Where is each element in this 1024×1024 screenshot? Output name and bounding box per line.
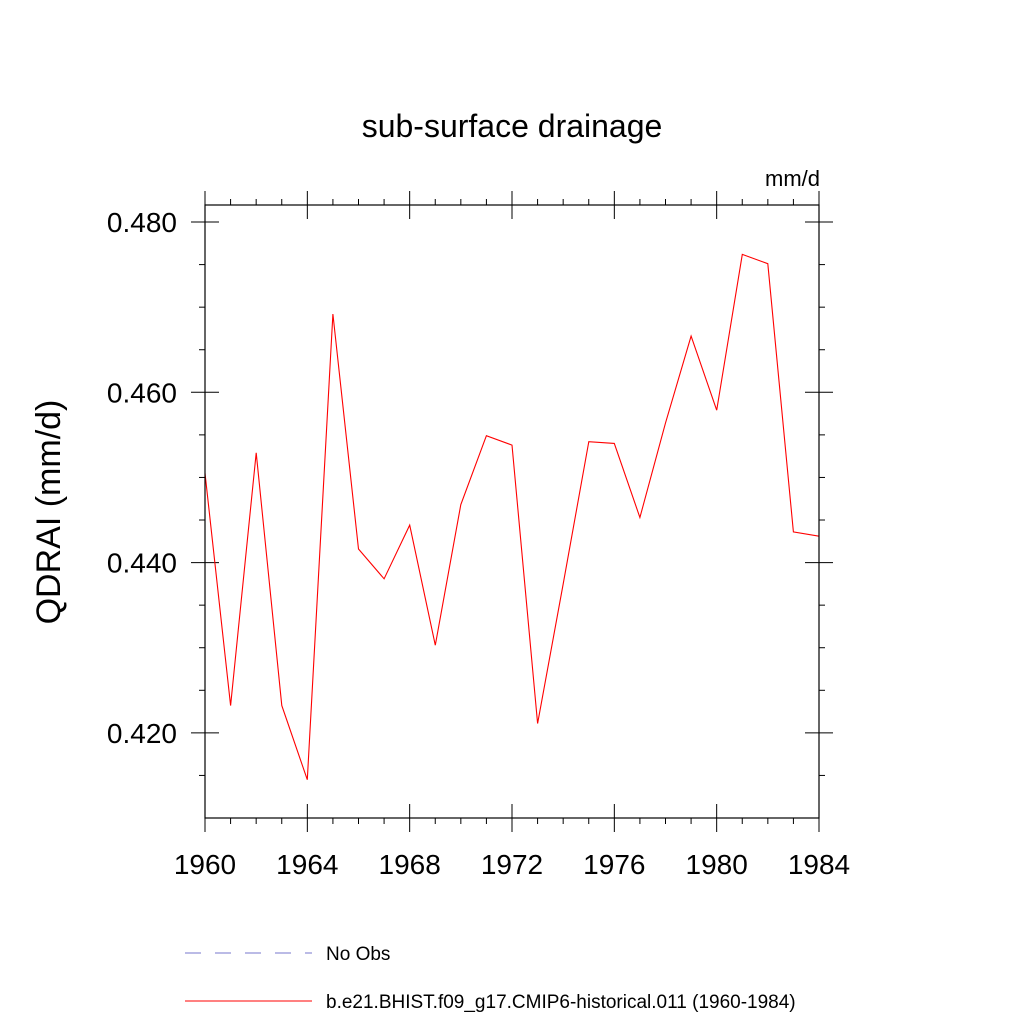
- y-axis-label: QDRAI (mm/d): [30, 400, 68, 625]
- units-label: mm/d: [765, 166, 820, 191]
- y-tick-label: 0.480: [107, 207, 177, 238]
- legend: No Obs b.e21.BHIST.f09_g17.CMIP6-historic…: [185, 944, 796, 1013]
- plot-frame: [204, 204, 820, 819]
- x-tick-label: 1964: [276, 849, 338, 880]
- x-tick-label: 1968: [379, 849, 441, 880]
- y-tick-label: 0.440: [107, 548, 177, 579]
- chart-title: sub-surface drainage: [362, 108, 663, 144]
- x-tick-label: 1976: [583, 849, 645, 880]
- x-tick-label: 1980: [686, 849, 748, 880]
- series-line: [204, 253, 820, 780]
- y-tick-label: 0.460: [107, 377, 177, 408]
- axis-tick-labels: 1960 1964 1968 1972 1976 1980 1984 0.420 0.440 0.…: [107, 207, 850, 880]
- x-tick-label: 1960: [174, 849, 236, 880]
- y-tick-label: 0.420: [107, 718, 177, 749]
- x-tick-label: 1984: [788, 849, 850, 880]
- legend-label: No Obs: [326, 944, 390, 965]
- series-group: [204, 253, 820, 780]
- legend-label: b.e21.BHIST.f09_g17.CMIP6-historical.011…: [326, 992, 796, 1013]
- x-tick-label: 1972: [481, 849, 543, 880]
